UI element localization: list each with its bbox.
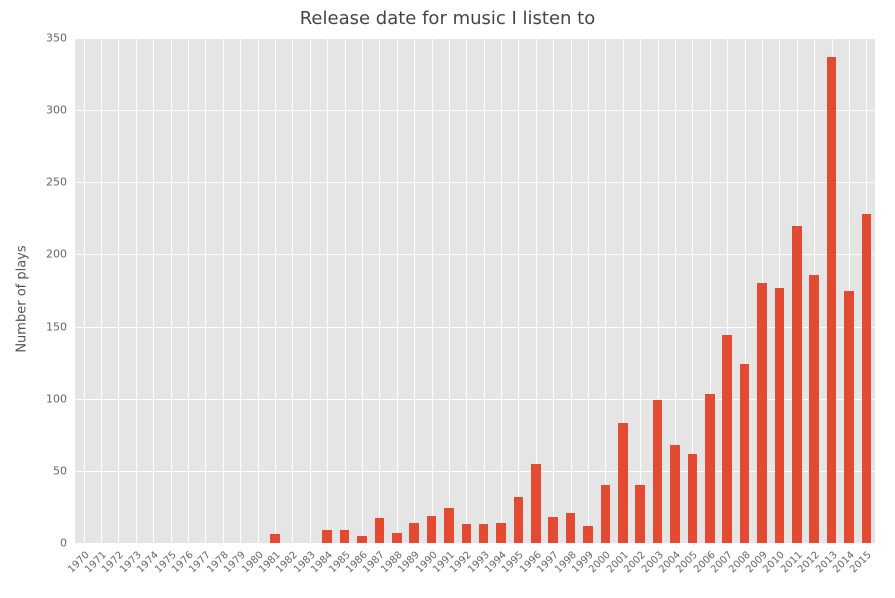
bar	[409, 523, 419, 543]
gridline-h	[75, 38, 875, 39]
bar	[653, 400, 663, 543]
gridline-v	[153, 38, 154, 543]
gridline-h	[75, 254, 875, 255]
gridline-v	[605, 38, 606, 543]
bar	[270, 534, 280, 543]
plot-background	[75, 38, 875, 543]
bar	[340, 530, 350, 543]
gridline-v	[432, 38, 433, 543]
bar	[775, 288, 785, 543]
bar	[462, 524, 472, 543]
gridline-v	[414, 38, 415, 543]
bar	[531, 464, 541, 543]
gridline-v	[171, 38, 172, 543]
bar	[392, 533, 402, 543]
bar	[322, 530, 332, 543]
gridline-v	[240, 38, 241, 543]
gridline-v	[449, 38, 450, 543]
gridline-h	[75, 182, 875, 183]
bar	[548, 517, 558, 543]
gridline-v	[292, 38, 293, 543]
bar	[670, 445, 680, 543]
bar	[722, 335, 732, 543]
bar	[757, 283, 767, 543]
gridline-h	[75, 327, 875, 328]
gridline-v	[223, 38, 224, 543]
bar	[635, 485, 645, 543]
gridline-v	[379, 38, 380, 543]
gridline-h	[75, 471, 875, 472]
bar	[688, 454, 698, 543]
gridline-v	[275, 38, 276, 543]
y-tick-label: 250	[7, 176, 67, 189]
figure: Release date for music I listen to Numbe…	[0, 0, 895, 598]
bar	[427, 516, 437, 543]
bar	[705, 394, 715, 543]
bar	[792, 226, 802, 543]
y-tick-label: 100	[7, 392, 67, 405]
y-tick-label: 350	[7, 32, 67, 45]
gridline-h	[75, 543, 875, 544]
gridline-v	[466, 38, 467, 543]
bar	[844, 291, 854, 544]
bar	[479, 524, 489, 543]
gridline-v	[362, 38, 363, 543]
gridline-v	[84, 38, 85, 543]
bar	[862, 214, 872, 543]
y-tick-label: 300	[7, 104, 67, 117]
bar	[740, 364, 750, 543]
gridline-v	[518, 38, 519, 543]
bar	[809, 275, 819, 543]
gridline-v	[188, 38, 189, 543]
bar	[583, 526, 593, 543]
gridline-v	[571, 38, 572, 543]
bar	[601, 485, 611, 543]
chart-title: Release date for music I listen to	[0, 8, 895, 29]
bar	[618, 423, 628, 543]
bar	[566, 513, 576, 543]
bar	[514, 497, 524, 543]
y-axis-label: Number of plays	[15, 245, 30, 352]
gridline-v	[310, 38, 311, 543]
gridline-v	[205, 38, 206, 543]
bar	[496, 523, 506, 543]
gridline-v	[118, 38, 119, 543]
gridline-v	[327, 38, 328, 543]
gridline-v	[553, 38, 554, 543]
y-tick-label: 0	[7, 537, 67, 550]
y-tick-label: 200	[7, 248, 67, 261]
gridline-v	[345, 38, 346, 543]
gridline-v	[136, 38, 137, 543]
gridline-v	[101, 38, 102, 543]
gridline-v	[258, 38, 259, 543]
y-tick-label: 50	[7, 464, 67, 477]
bar	[357, 536, 367, 543]
gridline-v	[397, 38, 398, 543]
gridline-h	[75, 110, 875, 111]
gridline-v	[501, 38, 502, 543]
gridline-v	[640, 38, 641, 543]
y-tick-label: 150	[7, 320, 67, 333]
bar	[827, 57, 837, 543]
plot-area	[75, 38, 875, 543]
gridline-v	[588, 38, 589, 543]
gridline-h	[75, 399, 875, 400]
gridline-v	[484, 38, 485, 543]
bar	[444, 508, 454, 543]
bar	[375, 518, 385, 543]
